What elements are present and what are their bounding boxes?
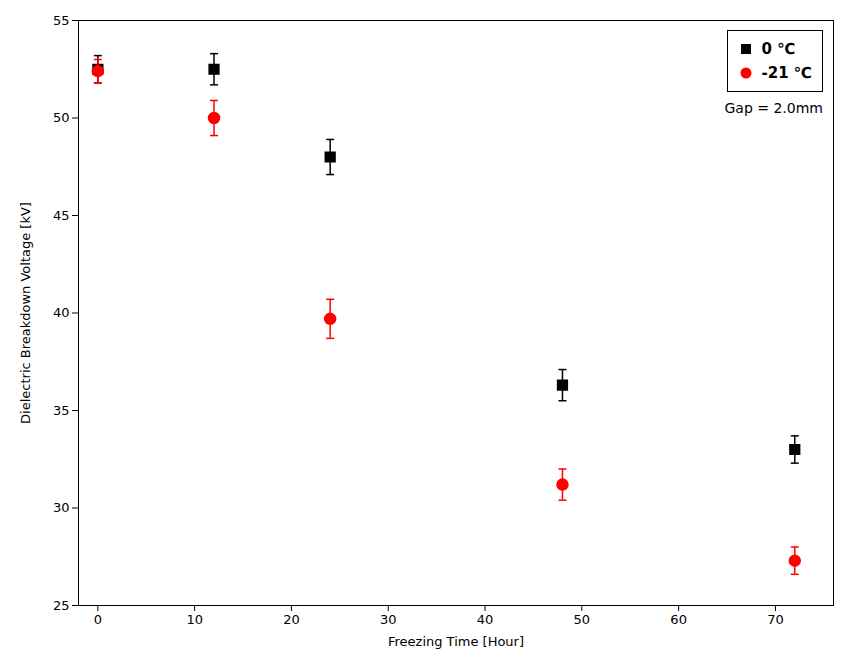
svg-text:40: 40 (53, 305, 70, 320)
svg-text:0: 0 (94, 612, 102, 627)
svg-text:40: 40 (477, 612, 494, 627)
svg-text:70: 70 (767, 612, 784, 627)
svg-text:30: 30 (53, 500, 70, 515)
svg-text:55: 55 (53, 13, 70, 28)
svg-text:Freezing Time [Hour]: Freezing Time [Hour] (388, 634, 524, 649)
svg-text:60: 60 (670, 612, 687, 627)
svg-text:Dielectric Breakdown Voltage [: Dielectric Breakdown Voltage [kV] (18, 202, 33, 424)
svg-text:25: 25 (53, 598, 70, 613)
svg-text:50: 50 (574, 612, 591, 627)
svg-text:20: 20 (283, 612, 300, 627)
html-text:Gap = 2.0mm: Gap = 2.0mm (724, 100, 823, 116)
svg-text:35: 35 (53, 403, 70, 418)
svg-text:45: 45 (53, 208, 70, 223)
html-text:-21 ℃: -21 ℃ (761, 64, 812, 82)
html-text:0 ℃: 0 ℃ (761, 40, 796, 58)
svg-text:50: 50 (53, 110, 70, 125)
svg-text:10: 10 (186, 612, 203, 627)
svg-text:30: 30 (380, 612, 397, 627)
